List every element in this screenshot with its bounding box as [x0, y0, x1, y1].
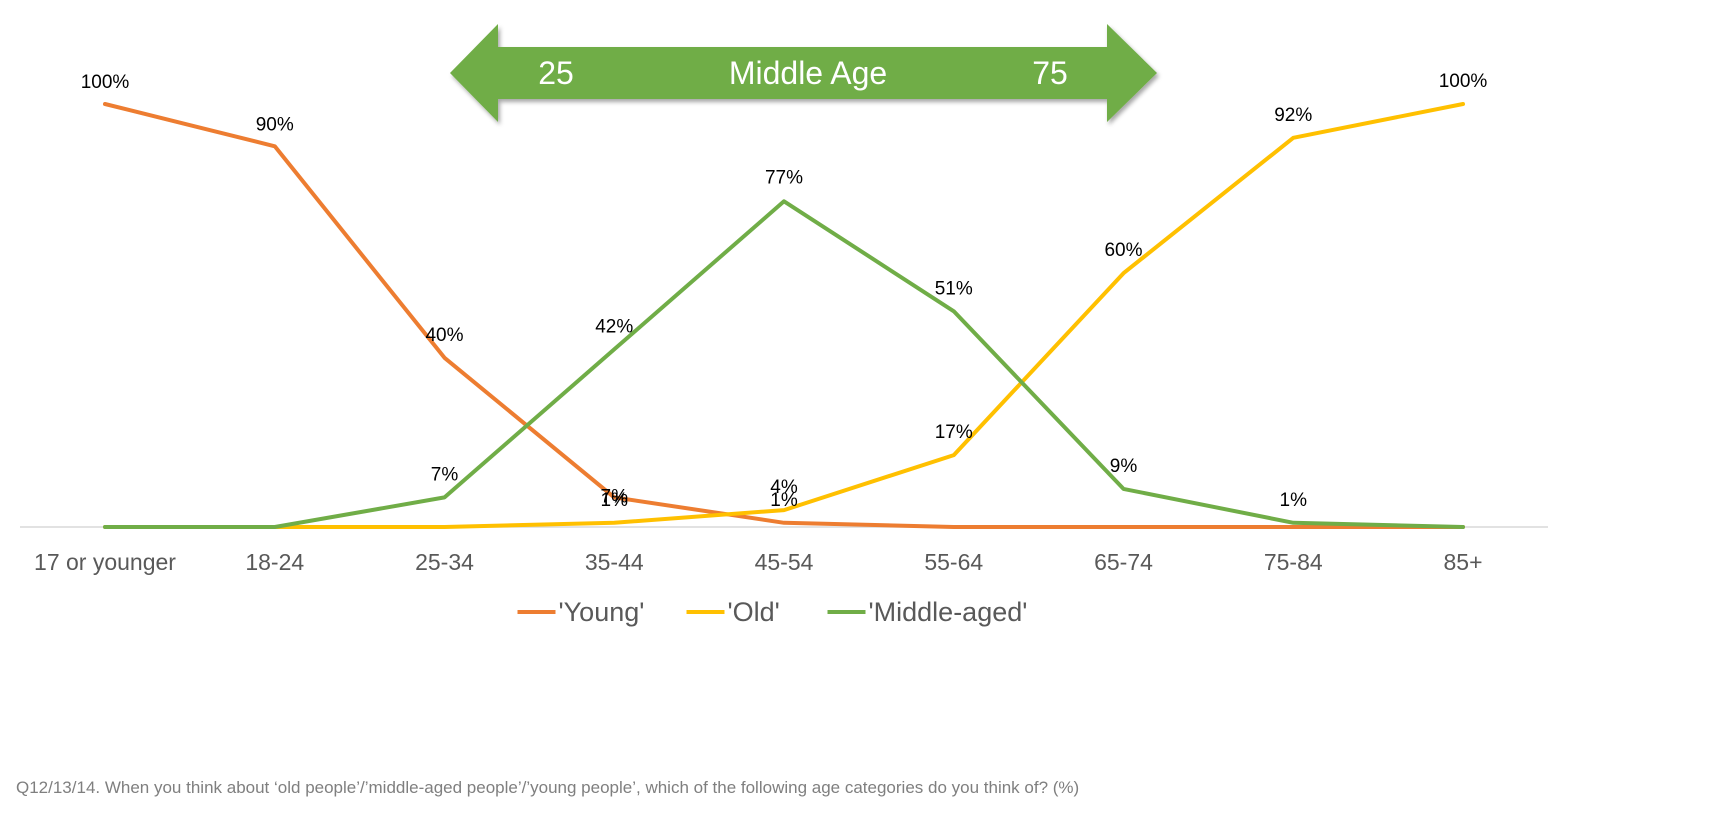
x-tick-label-4: 45-54: [755, 549, 814, 575]
x-axis-tick-labels: 17 or younger 18-24 25-34 35-44 45-54 55-64 65…: [34, 549, 1482, 575]
x-tick-label-5: 55-64: [924, 549, 983, 575]
data-label-middle-aged-3: 42%: [595, 316, 633, 337]
data-label-young-2: 40%: [425, 325, 463, 346]
data-label-old-8: 100%: [1439, 71, 1488, 92]
data-label-old-4: 4%: [770, 477, 798, 498]
data-label-old-6: 60%: [1104, 240, 1142, 261]
data-label-young-0: 100%: [81, 72, 130, 93]
series-line-old: [103, 102, 1465, 529]
x-tick-label-8: 85+: [1443, 549, 1482, 575]
data-label-old-7: 92%: [1274, 105, 1312, 126]
data-label-middle-aged-2: 7%: [431, 464, 459, 485]
series-lines: [103, 102, 1465, 529]
data-label-middle-aged-5: 51%: [935, 278, 973, 299]
arrow-left-label: 25: [538, 55, 574, 91]
legend-item-young: 'Young': [517, 597, 645, 627]
data-label-middle-aged-4: 77%: [765, 167, 803, 188]
double-arrow-shape: [450, 24, 1157, 122]
x-tick-label-2: 25-34: [415, 549, 474, 575]
series-line-young: [103, 102, 1465, 529]
data-label-middle-aged-7: 1%: [1280, 490, 1308, 511]
x-tick-label-7: 75-84: [1264, 549, 1323, 575]
data-label-old-3: 1%: [601, 490, 629, 511]
legend: 'Young' 'Old' 'Middle-aged': [517, 597, 1028, 627]
legend-label-middle-aged: 'Middle-aged': [869, 597, 1028, 627]
x-tick-label-0: 17 or younger: [34, 549, 176, 575]
middle-age-arrow-annotation: 25 Middle Age 75: [450, 24, 1157, 122]
legend-item-middle-aged: 'Middle-aged': [827, 597, 1028, 627]
arrow-right-label: 75: [1032, 55, 1068, 91]
data-label-old-5: 17%: [935, 422, 973, 443]
x-tick-label-6: 65-74: [1094, 549, 1153, 575]
x-tick-label-3: 35-44: [585, 549, 644, 575]
legend-item-old: 'Old': [686, 597, 780, 627]
data-label-young-3: 7%: [601, 486, 629, 507]
data-label-middle-aged-6: 9%: [1110, 456, 1138, 477]
data-label-young-4: 1%: [770, 490, 798, 511]
footnote: Q12/13/14. When you think about ‘old peo…: [16, 778, 1080, 797]
data-labels: 100%90%40%7% 1%1%4%17%60%92%100%7%42%77%5…: [81, 71, 1488, 511]
series-line-middle-aged: [103, 199, 1465, 529]
data-label-young-1: 90%: [256, 114, 294, 135]
x-tick-label-1: 18-24: [245, 549, 304, 575]
legend-label-young: 'Young': [559, 597, 645, 627]
legend-label-old: 'Old': [728, 597, 780, 627]
arrow-center-label: Middle Age: [729, 55, 887, 91]
